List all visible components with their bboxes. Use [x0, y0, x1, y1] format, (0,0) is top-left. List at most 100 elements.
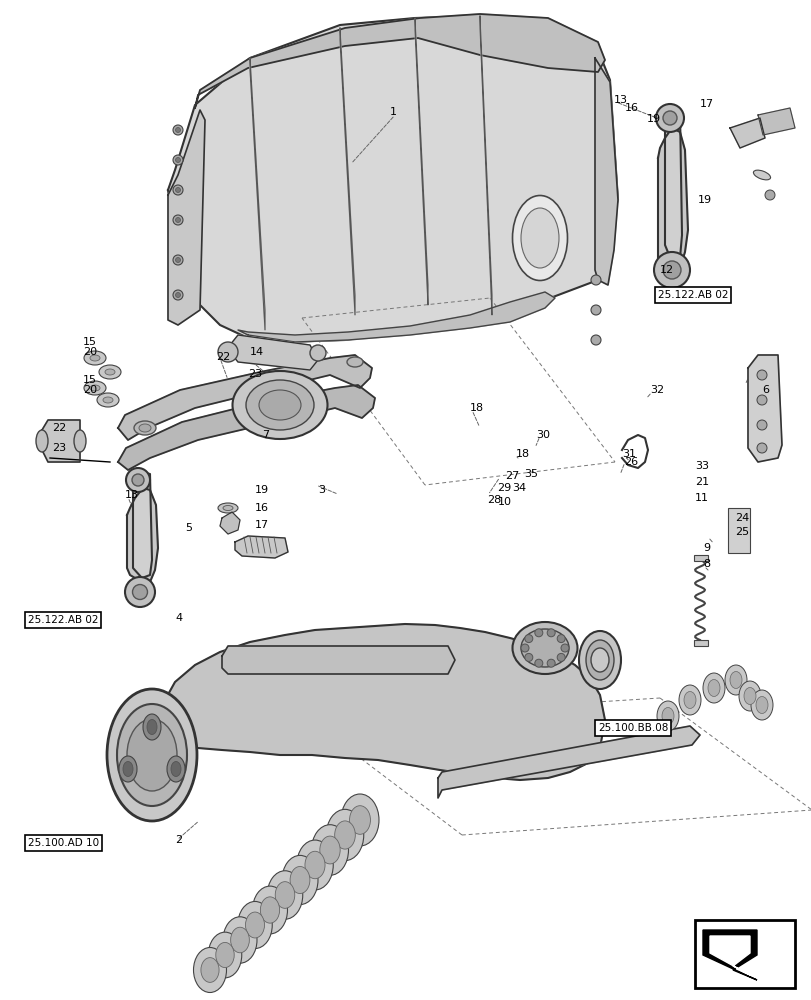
Polygon shape	[221, 646, 454, 674]
Text: 7: 7	[262, 430, 268, 440]
Circle shape	[663, 261, 680, 279]
Ellipse shape	[107, 689, 197, 821]
Polygon shape	[729, 118, 764, 148]
Circle shape	[556, 635, 564, 643]
Bar	[694, 920, 794, 988]
Text: 33: 33	[694, 461, 708, 471]
Ellipse shape	[656, 701, 678, 731]
Ellipse shape	[230, 927, 249, 953]
Circle shape	[590, 275, 600, 285]
Circle shape	[524, 653, 532, 661]
Text: 25: 25	[734, 527, 749, 537]
Text: 8: 8	[702, 559, 710, 569]
Ellipse shape	[105, 369, 115, 375]
Polygon shape	[437, 726, 699, 798]
Text: 23: 23	[52, 443, 66, 453]
Ellipse shape	[84, 381, 106, 395]
Ellipse shape	[743, 688, 755, 704]
Ellipse shape	[334, 821, 355, 849]
Circle shape	[590, 305, 600, 315]
Polygon shape	[195, 14, 604, 108]
Ellipse shape	[200, 958, 219, 982]
Polygon shape	[42, 420, 80, 462]
Ellipse shape	[97, 393, 119, 407]
Ellipse shape	[724, 665, 746, 695]
Circle shape	[175, 158, 180, 163]
Polygon shape	[127, 488, 158, 585]
Circle shape	[173, 125, 182, 135]
Ellipse shape	[661, 708, 673, 724]
Circle shape	[655, 104, 683, 132]
Ellipse shape	[578, 631, 620, 689]
Polygon shape	[757, 108, 794, 135]
Polygon shape	[702, 930, 756, 980]
Text: 19: 19	[646, 114, 660, 124]
Circle shape	[217, 342, 238, 362]
Polygon shape	[220, 512, 240, 534]
Ellipse shape	[134, 421, 156, 435]
Ellipse shape	[281, 855, 318, 905]
Ellipse shape	[729, 672, 741, 688]
Polygon shape	[709, 936, 749, 975]
Polygon shape	[133, 472, 152, 578]
Polygon shape	[340, 28, 354, 315]
Ellipse shape	[246, 380, 314, 430]
Circle shape	[175, 292, 180, 298]
Text: 24: 24	[734, 513, 749, 523]
Ellipse shape	[74, 430, 86, 452]
Circle shape	[663, 111, 676, 125]
Text: 4: 4	[175, 613, 182, 623]
Circle shape	[590, 335, 600, 345]
Text: 9: 9	[702, 543, 710, 553]
Text: 29: 29	[496, 483, 511, 493]
Ellipse shape	[36, 430, 48, 452]
Circle shape	[653, 252, 689, 288]
Circle shape	[175, 218, 180, 223]
Ellipse shape	[296, 840, 333, 890]
Polygon shape	[238, 292, 554, 342]
Polygon shape	[414, 18, 427, 305]
Polygon shape	[657, 128, 687, 270]
Circle shape	[756, 420, 766, 430]
Ellipse shape	[311, 825, 348, 875]
Ellipse shape	[683, 692, 695, 708]
Text: 18: 18	[470, 403, 483, 413]
Text: 6: 6	[761, 385, 768, 395]
Ellipse shape	[512, 196, 567, 280]
Circle shape	[173, 215, 182, 225]
Polygon shape	[230, 335, 318, 370]
Ellipse shape	[267, 871, 303, 919]
Text: 16: 16	[624, 103, 638, 113]
Polygon shape	[664, 108, 681, 262]
Ellipse shape	[147, 720, 157, 734]
Ellipse shape	[90, 355, 100, 361]
Text: 25.122.AB 02: 25.122.AB 02	[28, 615, 98, 625]
Text: 13: 13	[613, 95, 627, 105]
Ellipse shape	[320, 836, 340, 864]
Text: 19: 19	[697, 195, 711, 205]
Circle shape	[534, 659, 542, 667]
Circle shape	[310, 345, 325, 361]
Ellipse shape	[117, 704, 187, 806]
Text: 10: 10	[497, 497, 512, 507]
Circle shape	[756, 370, 766, 380]
Polygon shape	[158, 624, 604, 780]
Ellipse shape	[521, 629, 569, 667]
Ellipse shape	[678, 685, 700, 715]
Text: 13: 13	[125, 490, 139, 500]
Circle shape	[125, 577, 155, 607]
Polygon shape	[594, 58, 617, 285]
Ellipse shape	[217, 503, 238, 513]
Circle shape	[534, 629, 542, 637]
Polygon shape	[168, 16, 617, 342]
Ellipse shape	[521, 208, 558, 268]
Circle shape	[175, 188, 180, 193]
Circle shape	[173, 185, 182, 195]
Polygon shape	[479, 16, 491, 315]
Bar	[693, 640, 707, 646]
Ellipse shape	[753, 170, 770, 180]
Ellipse shape	[103, 397, 113, 403]
Circle shape	[132, 584, 148, 599]
Polygon shape	[234, 536, 288, 558]
Ellipse shape	[223, 506, 233, 510]
